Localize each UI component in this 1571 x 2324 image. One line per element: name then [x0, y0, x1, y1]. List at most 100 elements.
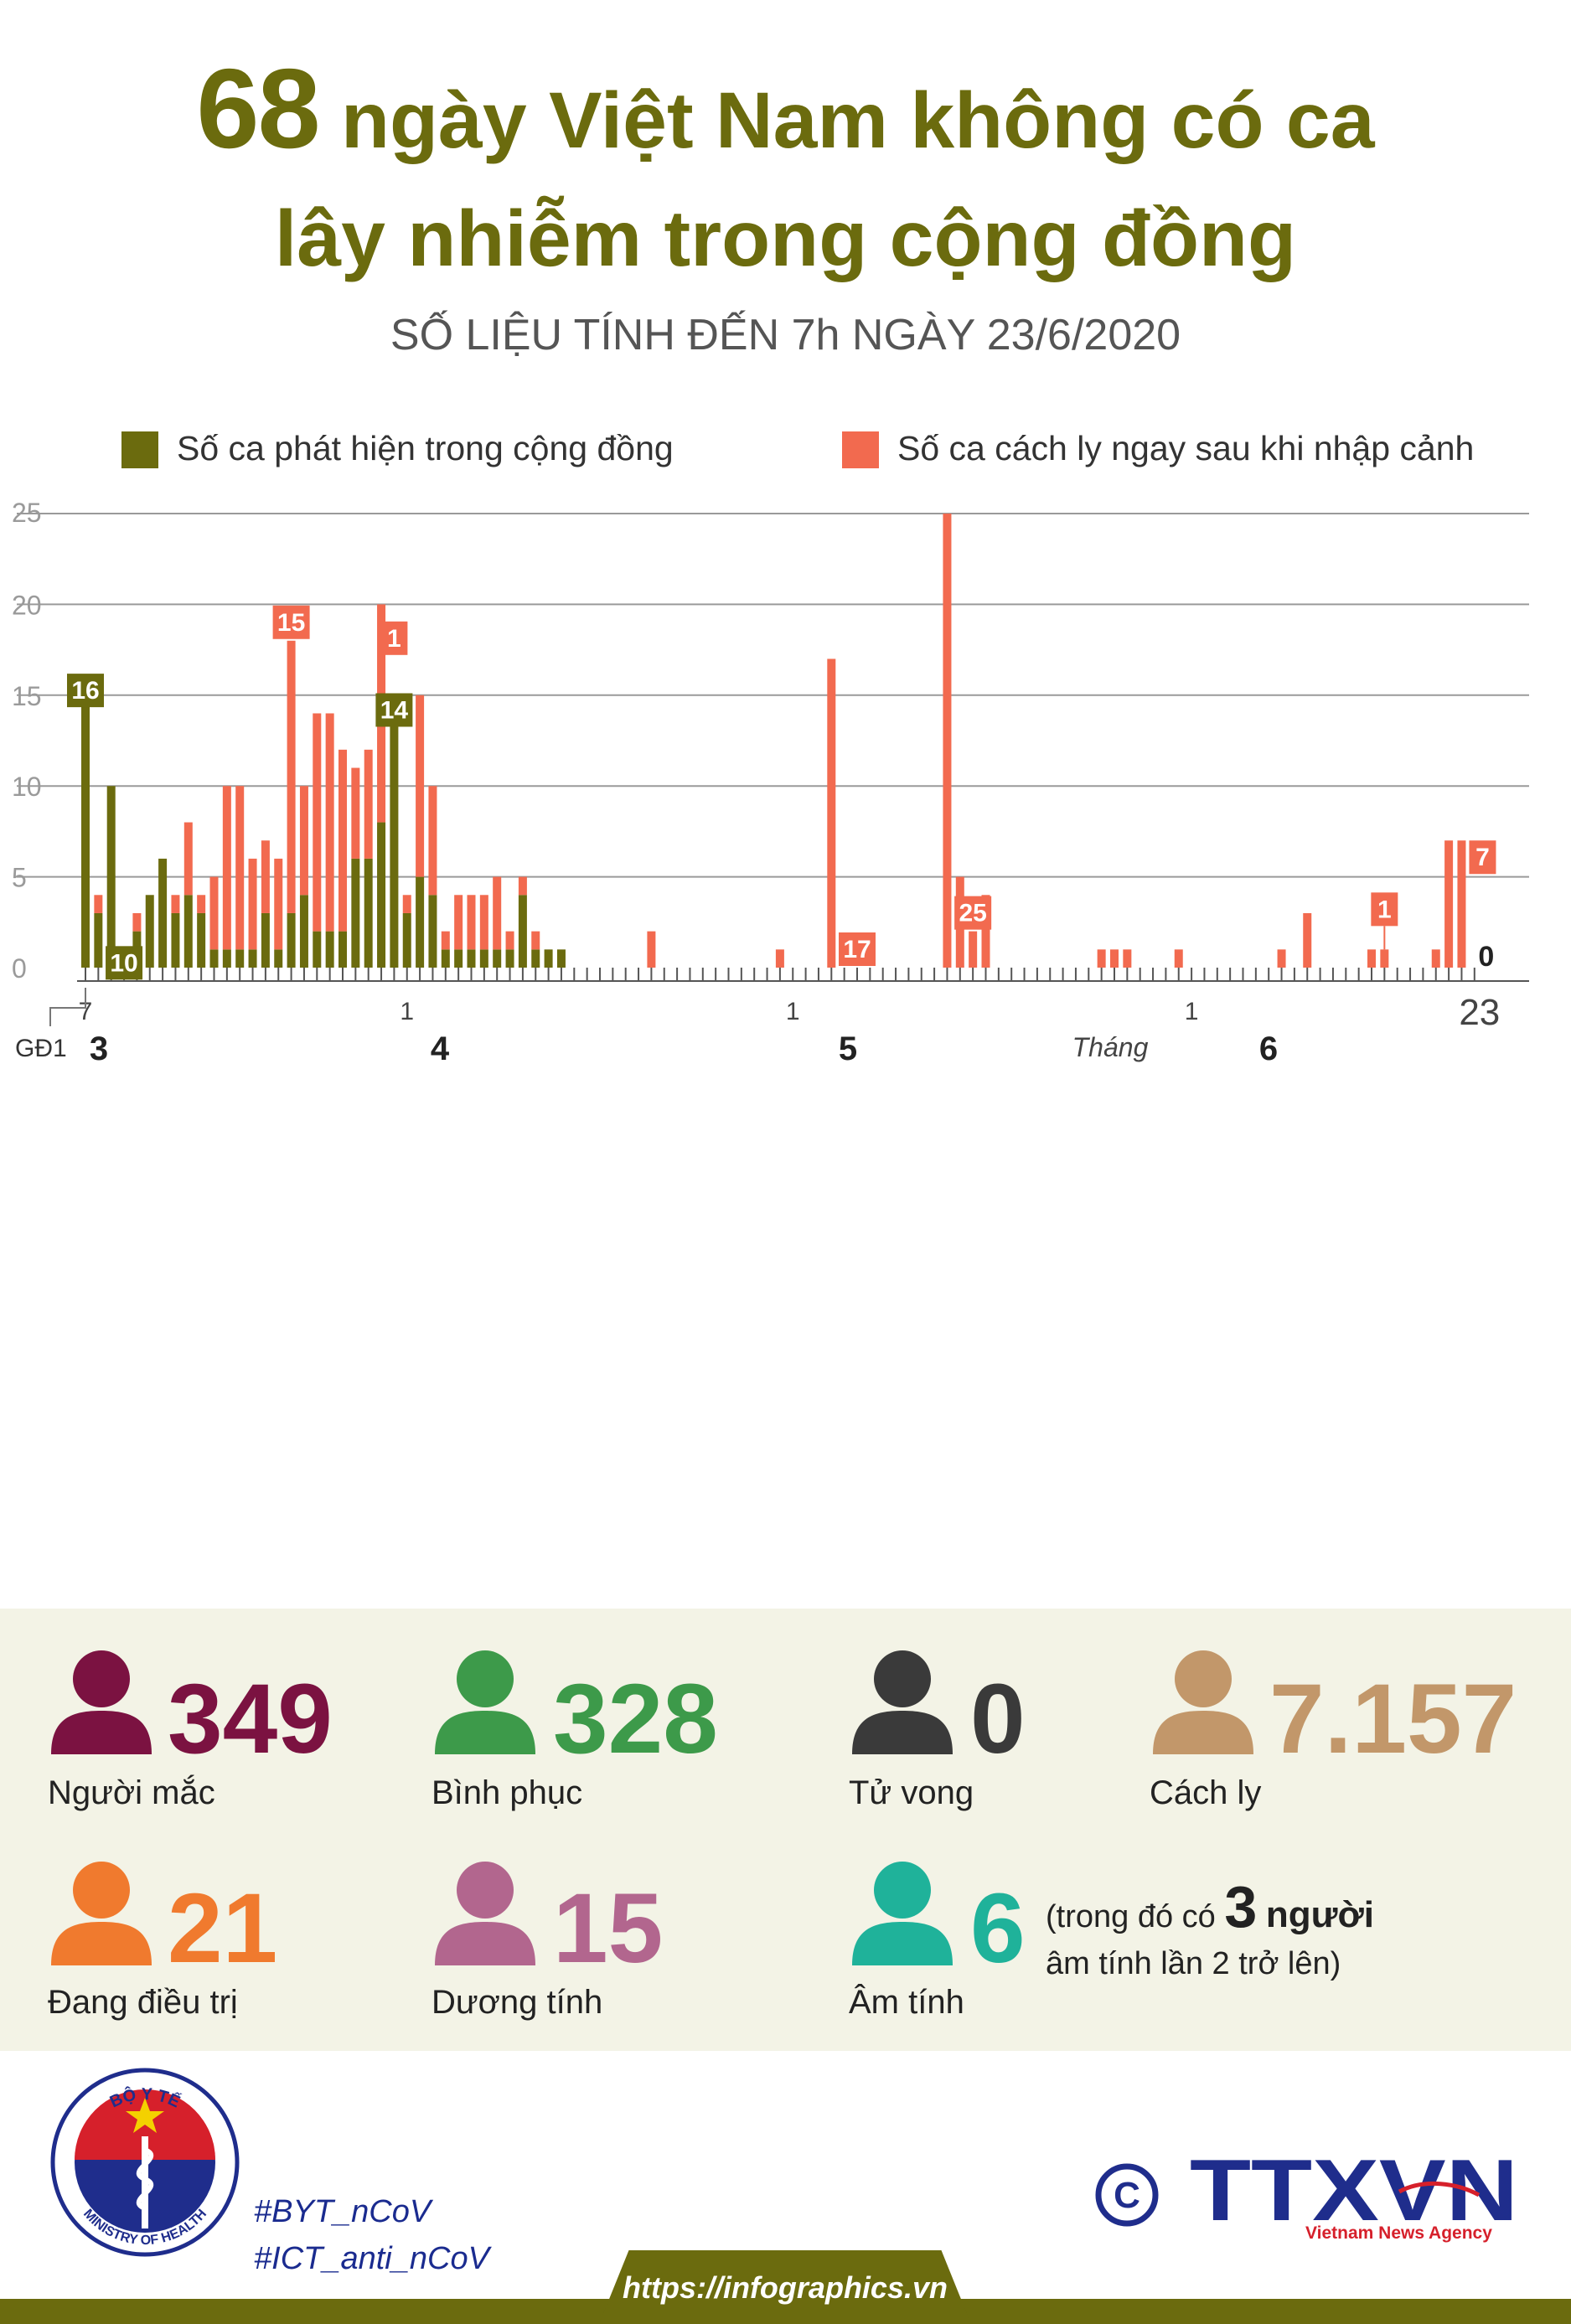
bar-quarantine — [1174, 949, 1183, 968]
stat-value: 7.157 — [1269, 1664, 1517, 1774]
y-tick-label: 10 — [12, 772, 42, 802]
bar-quarantine — [235, 786, 245, 950]
data-label: 0 — [1478, 941, 1494, 973]
bar-community — [351, 858, 360, 968]
stat-value: 0 — [970, 1664, 1026, 1774]
bar-quarantine — [313, 713, 322, 932]
legend-swatch-quarantine — [842, 431, 879, 468]
bar-quarantine — [274, 858, 283, 950]
bar-quarantine — [183, 822, 193, 896]
stat-label: Dương tính — [432, 1984, 603, 2021]
bar-quarantine — [1303, 912, 1312, 968]
bar-quarantine — [775, 949, 784, 968]
data-label: 7 — [1475, 844, 1490, 871]
bar-quarantine — [943, 514, 952, 968]
y-tick-label: 0 — [12, 953, 27, 984]
bar-quarantine — [299, 786, 308, 896]
person-icon — [435, 1650, 535, 1754]
bar-quarantine — [647, 931, 656, 968]
bar-community — [505, 949, 514, 968]
data-label-box — [106, 946, 143, 980]
page-title-line1: 68 ngày Việt Nam không có ca — [0, 52, 1571, 171]
data-label: 1 — [1377, 896, 1392, 923]
stat-value: 349 — [168, 1664, 333, 1774]
bar-community — [325, 931, 334, 968]
negative-note: (trong đó có 3 người âm tính lần 2 trở l… — [1046, 1877, 1374, 1987]
person-icon — [51, 1650, 152, 1754]
bar-community — [556, 949, 566, 968]
bar-community — [94, 912, 103, 968]
bar-quarantine — [454, 895, 463, 950]
legend-swatch-community — [121, 431, 158, 468]
data-label: 14 — [380, 696, 409, 724]
bar-quarantine — [827, 658, 836, 968]
footer-url-link[interactable]: https://infographics.vn — [622, 2270, 948, 2305]
ttxvn-logo: TTXVN — [1190, 2153, 1518, 2228]
data-label: 16 — [71, 677, 99, 705]
bar-quarantine — [493, 876, 502, 950]
data-label: 25 — [959, 900, 986, 927]
data-label-box — [1469, 840, 1496, 875]
hashtags: #BYT_nCoV #ICT_anti_nCoV — [254, 2188, 489, 2282]
bar-quarantine — [531, 931, 540, 950]
svg-text:C: C — [1114, 2175, 1140, 2216]
stat-value: 21 — [168, 1873, 278, 1984]
legend-label-community: Số ca phát hiện trong cộng đồng — [177, 429, 674, 467]
x-tick-label: 7 — [79, 998, 93, 1025]
bar-community — [171, 912, 180, 968]
bar-quarantine — [351, 767, 360, 859]
note-pre: (trong đó có — [1046, 1899, 1216, 1934]
bar-quarantine — [197, 895, 206, 913]
y-tick-label: 25 — [12, 498, 42, 528]
bar-quarantine — [467, 895, 476, 950]
bar-community — [197, 912, 206, 968]
bar-quarantine — [1444, 840, 1454, 968]
bar-quarantine — [1367, 949, 1376, 968]
bar-community — [364, 858, 373, 968]
person-icon — [435, 1862, 535, 1965]
hashtag-byt[interactable]: #BYT_nCoV — [254, 2194, 432, 2229]
bar-quarantine — [1431, 949, 1440, 968]
bar-quarantine — [132, 912, 142, 932]
bar-quarantine — [518, 876, 527, 896]
month-label: 5 — [839, 1030, 857, 1067]
data-label-box — [272, 605, 310, 639]
bar-community — [235, 949, 245, 968]
bar-community — [106, 786, 116, 968]
bar-community — [261, 912, 270, 968]
copyright-icon: C — [1095, 2163, 1159, 2227]
bar-community — [544, 949, 553, 968]
bar-community — [390, 713, 399, 968]
bar-quarantine — [209, 876, 219, 950]
bar-community — [416, 876, 425, 968]
bar-community — [493, 949, 502, 968]
data-label-box — [67, 674, 104, 708]
stat-label: Tử vong — [849, 1774, 974, 1811]
bar-quarantine — [416, 695, 425, 877]
agency-name: Vietnam News Agency — [1305, 2223, 1492, 2243]
stat-value: 15 — [553, 1873, 664, 1984]
bar-quarantine — [1123, 949, 1132, 968]
y-tick-label: 20 — [12, 590, 42, 620]
stat-label: Bình phục — [432, 1774, 583, 1811]
phase-label: GĐ1 — [15, 1035, 67, 1062]
bar-quarantine — [1097, 949, 1106, 968]
stat-label: Đang điều trị — [48, 1984, 238, 2021]
month-label: 3 — [90, 1030, 108, 1067]
page-title-line2: lây nhiễm trong cộng đồng — [274, 194, 1297, 283]
bar-quarantine — [94, 895, 103, 913]
hashtag-ict[interactable]: #ICT_anti_nCoV — [254, 2241, 489, 2276]
bar-quarantine — [171, 895, 180, 913]
stat-label: Cách ly — [1150, 1774, 1262, 1811]
bar-community — [402, 912, 411, 968]
title-text-line1: ngày Việt Nam không có ca — [340, 76, 1375, 165]
bar-community — [299, 895, 308, 968]
x-tick-label: 23 — [1459, 992, 1500, 1033]
month-axis-label: Tháng — [1072, 1032, 1149, 1062]
bar-community — [209, 949, 219, 968]
note-number: 3 — [1224, 1874, 1258, 1939]
bar-quarantine — [428, 786, 437, 896]
title-number: 68 — [196, 45, 320, 172]
person-icon — [1153, 1650, 1253, 1754]
